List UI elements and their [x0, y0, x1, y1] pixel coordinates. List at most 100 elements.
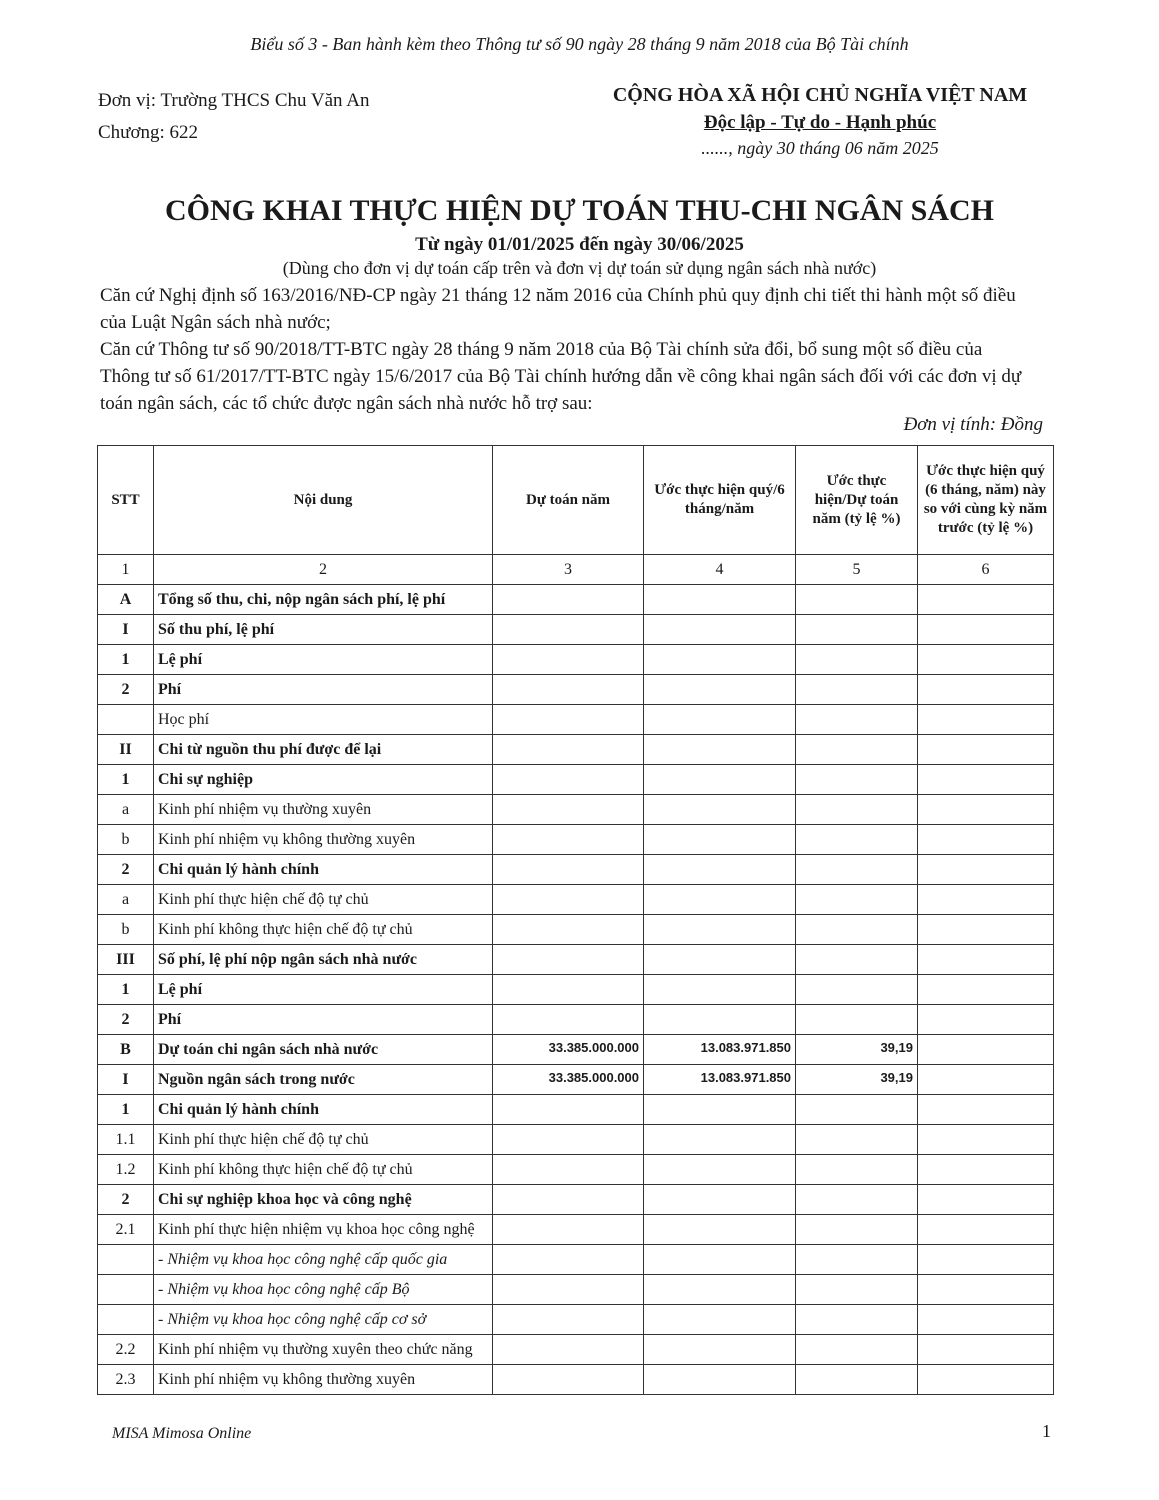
amount-cell [643, 1094, 796, 1125]
amount-cell [795, 1004, 918, 1035]
nation: CỘNG HÒA XÃ HỘI CHỦ NGHĨA VIỆT NAM [612, 84, 1028, 106]
row-number: II [97, 734, 154, 765]
amount-cell [492, 1244, 644, 1275]
amount-cell [795, 1094, 918, 1125]
amount-cell [795, 1244, 918, 1275]
row-number: A [97, 584, 154, 615]
table-row: 2 Chi sự nghiệp khoa học và công nghệ [97, 1184, 1054, 1215]
row-content: Kinh phí nhiệm vụ không thường xuyên [153, 1364, 493, 1395]
row-content: Lệ phí [153, 974, 493, 1005]
amount-cell [643, 1274, 796, 1305]
column-header: Dự toán năm [492, 445, 644, 555]
currency-unit: Đơn vị tính: Đồng [903, 414, 1043, 435]
column-header: Ước thực hiện quý/6 tháng/năm [643, 445, 796, 555]
table-row: - Nhiệm vụ khoa học công nghệ cấp cơ sở [97, 1304, 1054, 1335]
row-number [97, 704, 154, 735]
amount-cell [917, 1124, 1054, 1155]
amount-cell [492, 674, 644, 705]
amount-cell [795, 794, 918, 825]
table-row: 2.1 Kinh phí thực hiện nhiệm vụ khoa học … [97, 1214, 1054, 1245]
amount-cell [795, 914, 918, 945]
amount-cell [643, 884, 796, 915]
amount-cell [492, 644, 644, 675]
amount-cell [795, 1364, 918, 1395]
table-row: a Kinh phí thực hiện chế độ tự chủ [97, 884, 1054, 915]
row-content: Kinh phí thực hiện chế độ tự chủ [153, 884, 493, 915]
table-row: B Dự toán chi ngân sách nhà nước 33.385.00… [97, 1034, 1054, 1065]
amount-cell [492, 974, 644, 1005]
amount-cell [795, 764, 918, 795]
amount-cell [643, 1364, 796, 1395]
row-number: a [97, 884, 154, 915]
column-number: 2 [153, 554, 493, 585]
table-row: 2.3 Kinh phí nhiệm vụ không thường xuyên [97, 1364, 1054, 1395]
amount-cell [795, 944, 918, 975]
amount-cell [643, 794, 796, 825]
amount-cell [795, 674, 918, 705]
page-number: 1 [1042, 1421, 1051, 1441]
amount-cell [492, 1094, 644, 1125]
amount-cell [492, 1004, 644, 1035]
row-content: Chi từ nguồn thu phí được để lại [153, 734, 493, 765]
column-number: 5 [795, 554, 918, 585]
row-number: 1 [97, 644, 154, 675]
amount-cell [643, 1214, 796, 1245]
table-row: I Số thu phí, lệ phí [97, 614, 1054, 645]
amount-cell [643, 1334, 796, 1365]
row-content: Chi quản lý hành chính [153, 1094, 493, 1125]
amount-cell [795, 884, 918, 915]
amount-cell [917, 734, 1054, 765]
row-content: Kinh phí không thực hiện chế độ tự chủ [153, 1154, 493, 1185]
amount-cell [643, 974, 796, 1005]
amount-cell [917, 974, 1054, 1005]
row-content: Chi quản lý hành chính [153, 854, 493, 885]
amount-cell [795, 1214, 918, 1245]
row-content: Học phí [153, 704, 493, 735]
table-row: 1 Chi sự nghiệp [97, 764, 1054, 795]
amount-cell [917, 1274, 1054, 1305]
basis-paragraph: Căn cứ Thông tư số 90/2018/TT-BTC ngày 2… [100, 339, 1022, 414]
table-row: III Số phí, lệ phí nộp ngân sách nhà nước [97, 944, 1054, 975]
table-row: 1 Lệ phí [97, 974, 1054, 1005]
amount-cell [643, 1244, 796, 1275]
form-note: Biểu số 3 - Ban hành kèm theo Thông tư s… [250, 34, 909, 54]
amount-cell [917, 1034, 1054, 1065]
row-number: 2 [97, 674, 154, 705]
amount-cell [917, 1064, 1054, 1095]
amount-cell [917, 674, 1054, 705]
row-number: 1 [97, 974, 154, 1005]
amount-cell [643, 704, 796, 735]
row-content: Số thu phí, lệ phí [153, 614, 493, 645]
amount-cell [492, 824, 644, 855]
amount-cell [795, 734, 918, 765]
amount-cell [643, 944, 796, 975]
amount-cell [917, 1154, 1054, 1185]
amount-cell [795, 614, 918, 645]
table-row: b Kinh phí nhiệm vụ không thường xuyên [97, 824, 1054, 855]
amount-cell [492, 764, 644, 795]
amount-cell [492, 704, 644, 735]
row-number: B [97, 1034, 154, 1065]
row-number: 1.2 [97, 1154, 154, 1185]
amount-cell [643, 1004, 796, 1035]
table-row: I Nguồn ngân sách trong nước 33.385.000.00… [97, 1064, 1054, 1095]
amount-cell [795, 824, 918, 855]
row-number: 1 [97, 1094, 154, 1125]
amount-cell [492, 1364, 644, 1395]
table-row: 2.2 Kinh phí nhiệm vụ thường xuyên theo c… [97, 1334, 1054, 1365]
amount-cell [643, 734, 796, 765]
chapter: Chương: 622 [98, 122, 199, 143]
amount-cell [492, 854, 644, 885]
amount-cell [795, 644, 918, 675]
amount-cell [795, 1334, 918, 1365]
amount-cell: 13.083.971.850 [643, 1034, 796, 1065]
table-row: - Nhiệm vụ khoa học công nghệ cấp Bộ [97, 1274, 1054, 1305]
row-content: Kinh phí thực hiện chế độ tự chủ [153, 1124, 493, 1155]
title: CÔNG KHAI THỰC HIỆN DỰ TOÁN THU-CHI NGÂN… [165, 194, 994, 227]
amount-cell [643, 614, 796, 645]
amount-cell [492, 1334, 644, 1365]
row-number [97, 1244, 154, 1275]
table-row: - Nhiệm vụ khoa học công nghệ cấp quốc g… [97, 1244, 1054, 1275]
